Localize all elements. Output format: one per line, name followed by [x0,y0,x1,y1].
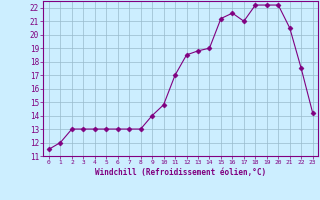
X-axis label: Windchill (Refroidissement éolien,°C): Windchill (Refroidissement éolien,°C) [95,168,266,177]
